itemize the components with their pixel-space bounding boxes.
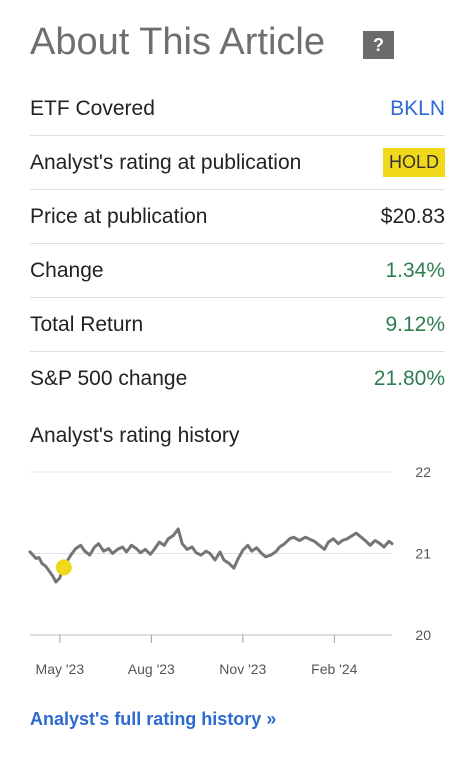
rating-history-chart: 20 21 22 May '23 Aug '23 Nov '23 Feb '24 bbox=[0, 455, 475, 695]
y-tick-label: 20 bbox=[415, 627, 431, 643]
total-return-label: Total Return bbox=[30, 312, 144, 336]
article-info-table: ETF Covered BKLN Analyst's rating at pub… bbox=[30, 82, 445, 405]
y-tick-label: 22 bbox=[415, 464, 431, 480]
etf-covered-row: ETF Covered BKLN bbox=[30, 82, 445, 136]
total-return-value: 9.12% bbox=[385, 312, 445, 336]
sp500-change-value: 21.80% bbox=[373, 366, 445, 390]
x-tick-label: Nov '23 bbox=[219, 661, 266, 677]
change-label: Change bbox=[30, 258, 104, 282]
change-value: 1.34% bbox=[385, 258, 445, 282]
rating-marker bbox=[55, 559, 72, 576]
full-rating-history-link[interactable]: Analyst's full rating history » bbox=[30, 709, 277, 729]
help-icon[interactable]: ? bbox=[363, 31, 394, 59]
sp500-change-row: S&P 500 change 21.80% bbox=[30, 352, 445, 405]
etf-covered-label: ETF Covered bbox=[30, 96, 155, 120]
x-tick-label: May '23 bbox=[36, 661, 85, 677]
x-tick-label: Feb '24 bbox=[311, 661, 357, 677]
price-at-publication-label: Price at publication bbox=[30, 204, 208, 228]
price-line bbox=[28, 527, 394, 584]
article-header: About This Article ? bbox=[30, 18, 450, 68]
rating-at-publication-label: Analyst's rating at publication bbox=[30, 150, 302, 174]
rating-badge: HOLD bbox=[382, 148, 445, 177]
y-tick-label: 21 bbox=[415, 546, 431, 562]
rating-at-publication-row: Analyst's rating at publication HOLD bbox=[30, 136, 445, 190]
sp500-change-label: S&P 500 change bbox=[30, 366, 188, 390]
etf-ticker-link[interactable]: BKLN bbox=[390, 96, 445, 120]
page-title: About This Article bbox=[30, 21, 326, 63]
x-tick-label: Aug '23 bbox=[128, 661, 175, 677]
change-row: Change 1.34% bbox=[30, 244, 445, 298]
price-at-publication-row: Price at publication $20.83 bbox=[30, 190, 445, 244]
price-at-publication-value: $20.83 bbox=[380, 204, 445, 228]
rating-history-heading: Analyst's rating history bbox=[30, 424, 240, 447]
price-chart-svg: 20 21 22 May '23 Aug '23 Nov '23 Feb '24 bbox=[28, 464, 431, 677]
total-return-row: Total Return 9.12% bbox=[30, 298, 445, 352]
